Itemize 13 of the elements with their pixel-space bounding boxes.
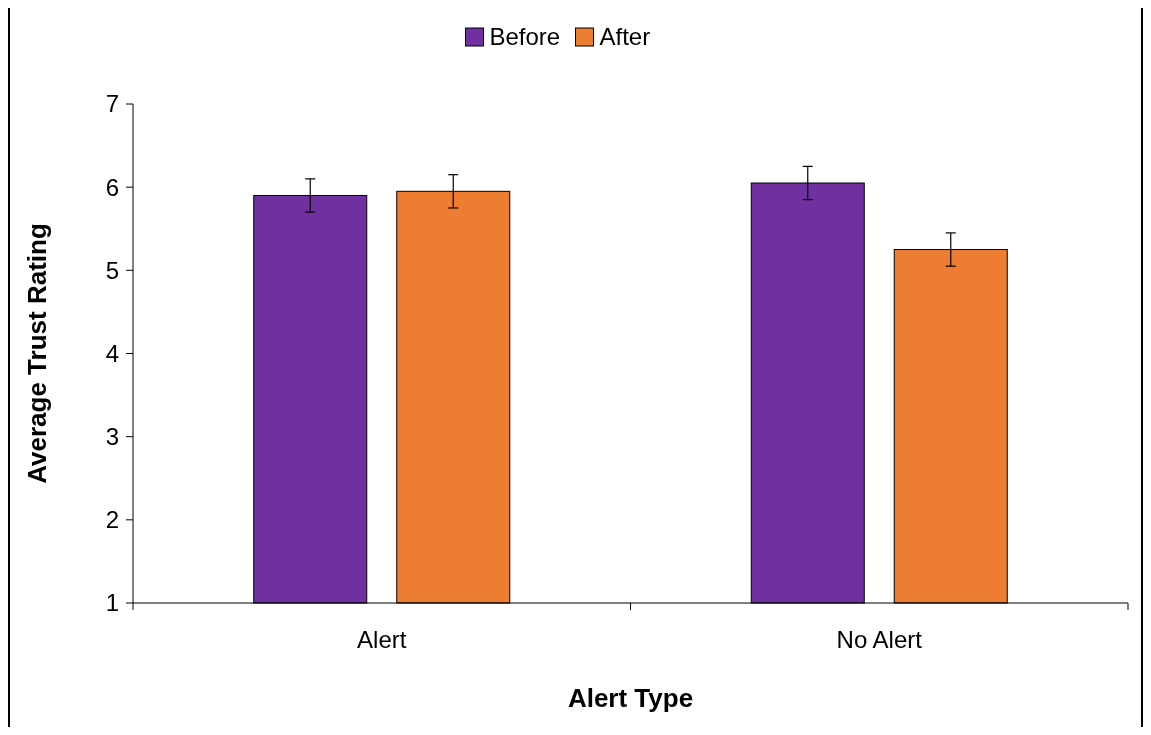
y-tick-label: 1	[105, 589, 119, 617]
x-tick-label: No Alert	[836, 626, 923, 653]
y-axis-title: Average Trust Rating	[22, 223, 52, 484]
x-tick-label: Alert	[357, 626, 407, 653]
y-tick-label: 3	[105, 423, 119, 451]
y-tick-label: 6	[105, 173, 119, 201]
x-axis-title: Alert Type	[567, 683, 694, 713]
legend-label: After	[599, 23, 651, 50]
y-tick-label: 4	[105, 339, 119, 367]
y-tick-label: 2	[105, 506, 119, 534]
y-tick-label: 5	[105, 256, 119, 284]
y-tick-label: 7	[105, 90, 119, 118]
legend-label: Before	[489, 23, 561, 50]
